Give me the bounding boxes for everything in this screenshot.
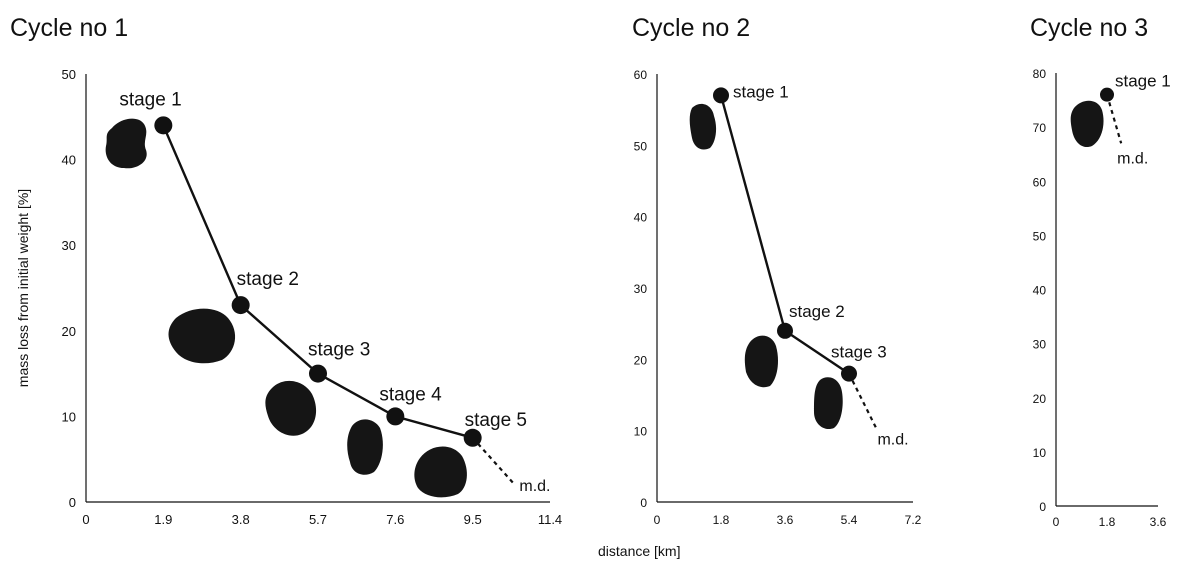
x-tick-label: 7.2 [905,513,922,527]
stage-label: stage 1 [733,82,789,101]
x-tick-label: 9.5 [464,512,482,527]
charts-layer: Cycle no 1 0 1.9 3.8 5.7 7.6 9.5 11.4 0 10 20 30 40 5… [10,14,1171,559]
y-tick-label: 50 [1033,229,1047,243]
md-label: m.d. [877,432,908,449]
y-tick-label: 50 [62,67,76,82]
chart-title: Cycle no 1 [10,14,128,42]
y-tick-label: 20 [62,324,76,339]
pebble-icon [105,118,147,169]
y-axis-label: mass loss from initial weight [%] [15,189,31,387]
y-tick-label: 30 [1033,338,1047,352]
x-tick-label: 5.4 [841,513,858,527]
x-tick-label: 11.4 [538,512,562,527]
pebble-icon [1070,100,1104,148]
pebble-icon [689,103,717,150]
x-tick-label: 0 [1053,515,1060,529]
md-label: m.d. [1117,150,1148,167]
y-tick-label: 70 [1033,121,1047,135]
stage-label: stage 2 [237,269,299,290]
stage-label: stage 2 [789,302,845,321]
stage-label: stage 3 [831,343,887,362]
chart-panel-1: Cycle no 1 0 1.9 3.8 5.7 7.6 9.5 11.4 0 10 20 30 40 5… [10,14,562,527]
x-tick-label: 5.7 [309,512,327,527]
stage-label: stage 1 [1115,72,1171,91]
x-tick-label: 0 [654,513,661,527]
x-axis-label: distance [km] [598,543,680,559]
stage-label: stage 5 [465,410,527,431]
x-tick-label: 0 [82,512,89,527]
data-point-stage-4 [386,407,405,426]
y-tick-label: 60 [1033,175,1047,189]
x-tick-label: 3.6 [1150,515,1167,529]
pebble-icons [105,100,1104,498]
y-tick-label: 0 [1039,500,1046,514]
pebble-icon [814,377,843,430]
x-tick-label: 3.6 [777,513,794,527]
y-tick-label: 30 [62,238,76,253]
pebble-icon [414,446,467,498]
y-tick-label: 60 [634,68,648,82]
dashed-extension-line [848,373,879,432]
data-point-stage-3 [841,365,857,382]
data-point-stage-5 [463,428,482,447]
pebble-icon [744,335,778,388]
chart-title: Cycle no 2 [632,14,750,42]
dashed-extension-line [1105,94,1123,144]
stage-label: stage 3 [308,340,370,361]
pebble-icon [265,380,317,436]
y-tick-label: 10 [62,409,76,424]
data-point-stage-1 [713,87,729,104]
data-point-stage-1 [154,116,173,135]
y-tick-label: 80 [1033,67,1047,81]
x-tick-label: 1.9 [154,512,172,527]
data-point-stage-3 [309,364,327,383]
y-tick-label: 20 [634,353,648,367]
stage-label: stage 4 [379,384,442,405]
y-tick-label: 10 [1033,446,1047,460]
y-tick-label: 40 [1033,284,1047,298]
x-tick-label: 3.8 [232,512,250,527]
data-point-stage-2 [777,322,793,339]
y-tick-label: 50 [634,139,648,153]
y-tick-label: 40 [634,211,648,225]
x-tick-label: 1.8 [1099,515,1116,529]
y-tick-label: 40 [62,153,76,168]
pebble-icon [347,419,383,475]
y-tick-label: 20 [1033,392,1047,406]
chart-panel-2: Cycle no 2 0 1.8 3.6 5.4 7.2 0 10 20 30 40 50 60 dist… [598,14,922,559]
y-tick-label: 0 [69,495,76,510]
chart-title: Cycle no 3 [1030,14,1148,42]
pebble-icon [168,308,236,364]
y-tick-label: 0 [640,496,647,510]
data-point-stage-2 [231,296,250,315]
data-point-stage-1 [1100,87,1114,102]
y-tick-label: 30 [634,282,648,296]
dashed-extension-line [471,437,515,484]
y-tick-label: 10 [634,425,648,439]
chart-panel-3: Cycle no 3 0 1.8 3.6 0 10 20 30 40 50 60 70 80 m.d. st… [1030,14,1171,529]
md-label: m.d. [519,478,550,495]
x-tick-label: 7.6 [386,512,404,527]
stage-label: stage 1 [119,89,181,110]
x-tick-label: 1.8 [713,513,730,527]
